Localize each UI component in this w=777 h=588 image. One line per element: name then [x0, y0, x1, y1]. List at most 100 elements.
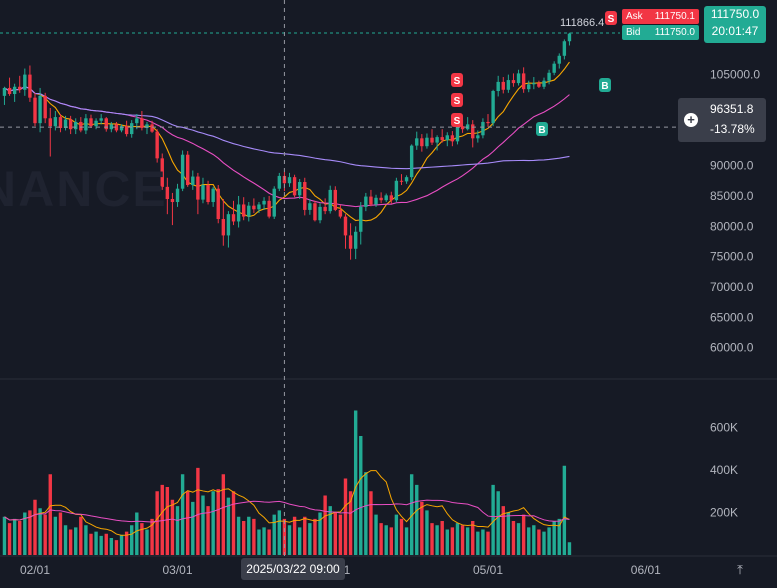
- volume-bar: [435, 525, 439, 555]
- volume-bar: [430, 523, 434, 555]
- candle-body: [170, 199, 175, 203]
- candle-body: [404, 177, 409, 182]
- sell-signal-marker: S: [454, 96, 461, 107]
- sell-signal-marker-bg: [451, 113, 463, 127]
- price-tick-label: 105000.0: [710, 68, 760, 82]
- volume-bar: [18, 521, 22, 555]
- crosshair-price: 96351.8: [710, 102, 754, 116]
- bid-label: Bid: [626, 27, 641, 38]
- candle-body: [206, 185, 210, 203]
- price-tick-label: 85000.0: [710, 189, 754, 203]
- candle-body: [425, 137, 429, 147]
- candle-body: [374, 197, 378, 205]
- candle-body: [552, 63, 556, 73]
- candle-body: [130, 123, 134, 135]
- time-tick-label: 05/01: [473, 563, 503, 577]
- volume-tick-label: 400K: [710, 463, 738, 477]
- volume-bar: [486, 531, 490, 555]
- countdown-time: 20:01:47: [711, 24, 759, 38]
- volume-bar: [252, 518, 256, 555]
- scale-settings-icon[interactable]: ⤒: [737, 562, 743, 577]
- candle-body: [409, 145, 414, 178]
- volume-bar: [389, 527, 393, 555]
- candle-body: [18, 86, 22, 90]
- crosshair-change: -13.78%: [710, 122, 755, 136]
- candle-body: [476, 135, 480, 139]
- candle-body: [247, 205, 251, 217]
- volume-bar: [74, 527, 78, 555]
- volume-bar: [323, 495, 327, 555]
- volume-bar: [297, 527, 302, 555]
- ask-value: 111750.1: [654, 11, 695, 22]
- volume-bar: [150, 518, 154, 555]
- price-tick-label: 90000.0: [710, 159, 754, 173]
- volume-bar: [79, 516, 83, 555]
- volume-bar: [221, 474, 226, 555]
- candle-body: [160, 158, 164, 187]
- crosshair-price-label[interactable]: + 96351.8 -13.78%: [678, 98, 766, 142]
- candle-body: [313, 203, 317, 221]
- volume-bar: [43, 514, 47, 555]
- candle-body: [175, 188, 180, 203]
- candle-body: [226, 214, 231, 236]
- candle-body: [165, 186, 170, 199]
- buy-signal-marker: B: [601, 81, 608, 92]
- volume-bar: [440, 521, 444, 555]
- candle-body: [211, 188, 215, 203]
- volume-bar: [99, 535, 103, 555]
- volume-bar: [527, 527, 531, 555]
- candle-body: [145, 124, 149, 129]
- volume-bar: [420, 501, 424, 555]
- volume-bar: [2, 516, 7, 555]
- volume-bar: [455, 523, 460, 555]
- candle-body: [348, 235, 353, 249]
- time-tick-label: 06/01: [631, 563, 661, 577]
- volume-bar: [501, 506, 505, 555]
- candle-body: [532, 83, 536, 85]
- volume-bar: [399, 518, 404, 555]
- candle-body: [435, 137, 439, 143]
- candle-body: [496, 81, 500, 91]
- candle-body: [450, 135, 455, 142]
- time-tick-label: 02/01: [20, 563, 50, 577]
- volume-bar: [48, 474, 52, 555]
- candle-body: [277, 175, 282, 189]
- ask-bid-panel: Ask 111750.1 Bid 111750.0: [622, 9, 699, 41]
- volume-bar: [84, 525, 88, 555]
- volume-bar: [511, 521, 516, 555]
- candle-body: [89, 118, 93, 127]
- add-alert-icon[interactable]: +: [684, 113, 698, 127]
- volume-bar: [257, 529, 261, 555]
- buy-signal-marker-bg: [599, 78, 611, 92]
- candle-body: [124, 126, 129, 135]
- candle-body: [527, 84, 531, 90]
- volume-bar: [481, 529, 485, 555]
- candle-body: [58, 117, 63, 129]
- candle-body: [119, 126, 124, 131]
- candle-body: [308, 203, 312, 210]
- volume-bar: [557, 518, 561, 555]
- candle-body: [150, 124, 154, 132]
- candle-body: [471, 124, 475, 139]
- candle-body: [257, 204, 261, 210]
- volume-bar: [160, 484, 164, 555]
- volume-bar: [343, 478, 348, 555]
- volume-bar: [516, 523, 521, 555]
- time-tick-label: 03/01: [163, 563, 193, 577]
- candle-body: [547, 72, 551, 81]
- volume-bar: [287, 525, 292, 555]
- candle-body: [420, 138, 424, 147]
- volume-bar: [114, 540, 119, 555]
- candle-body: [114, 124, 119, 131]
- volume-bar: [328, 506, 332, 555]
- volume-bar: [226, 497, 231, 555]
- volume-bar: [404, 527, 409, 555]
- price-tick-label: 80000.0: [710, 219, 754, 233]
- candle-body: [323, 206, 327, 212]
- volume-ma-line: [4, 499, 570, 523]
- volume-bar: [186, 491, 190, 555]
- candle-body: [135, 118, 139, 124]
- candle-body: [440, 137, 444, 141]
